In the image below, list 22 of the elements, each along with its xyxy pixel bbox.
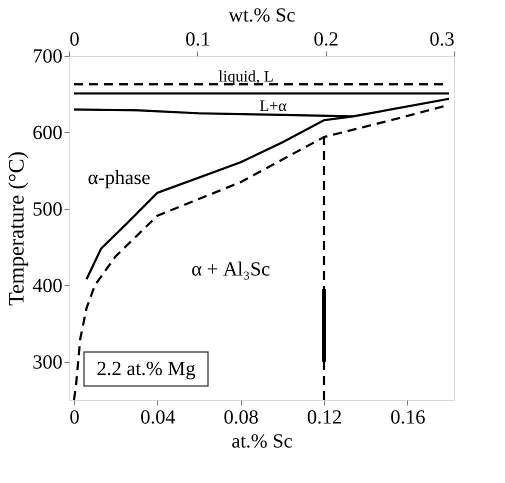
x-tick-label: 0.04 bbox=[140, 406, 176, 428]
y-tick-label: 500 bbox=[32, 198, 62, 220]
x-tick-label: 0.12 bbox=[307, 406, 342, 428]
x-tick-label: 0 bbox=[70, 406, 80, 428]
x2-tick-label: 0.3 bbox=[430, 28, 454, 50]
x2-tick-label: 0.1 bbox=[185, 28, 210, 50]
x-tick-label: 0.16 bbox=[390, 406, 426, 428]
annotation: 2.2 at.% Mg bbox=[96, 358, 196, 380]
annotation: liquid, L bbox=[218, 68, 274, 86]
x2-tick-label: 0 bbox=[70, 28, 80, 50]
y-axis-title: Temperature (°C) bbox=[4, 151, 28, 306]
annotation: L+α bbox=[259, 98, 288, 115]
x-axis-title: at.% Sc bbox=[231, 430, 293, 452]
annotation: α + Al₃Sc bbox=[191, 258, 270, 280]
x-tick-label: 0.08 bbox=[224, 406, 259, 428]
y-tick-label: 700 bbox=[32, 46, 62, 68]
annotation: α-phase bbox=[88, 167, 151, 190]
y-tick-label: 300 bbox=[32, 351, 62, 374]
x2-tick-label: 0.2 bbox=[314, 28, 339, 50]
y-tick-label: 600 bbox=[32, 122, 62, 144]
y-tick-label: 400 bbox=[32, 274, 62, 297]
x2-axis-title: wt.% Sc bbox=[228, 4, 296, 26]
